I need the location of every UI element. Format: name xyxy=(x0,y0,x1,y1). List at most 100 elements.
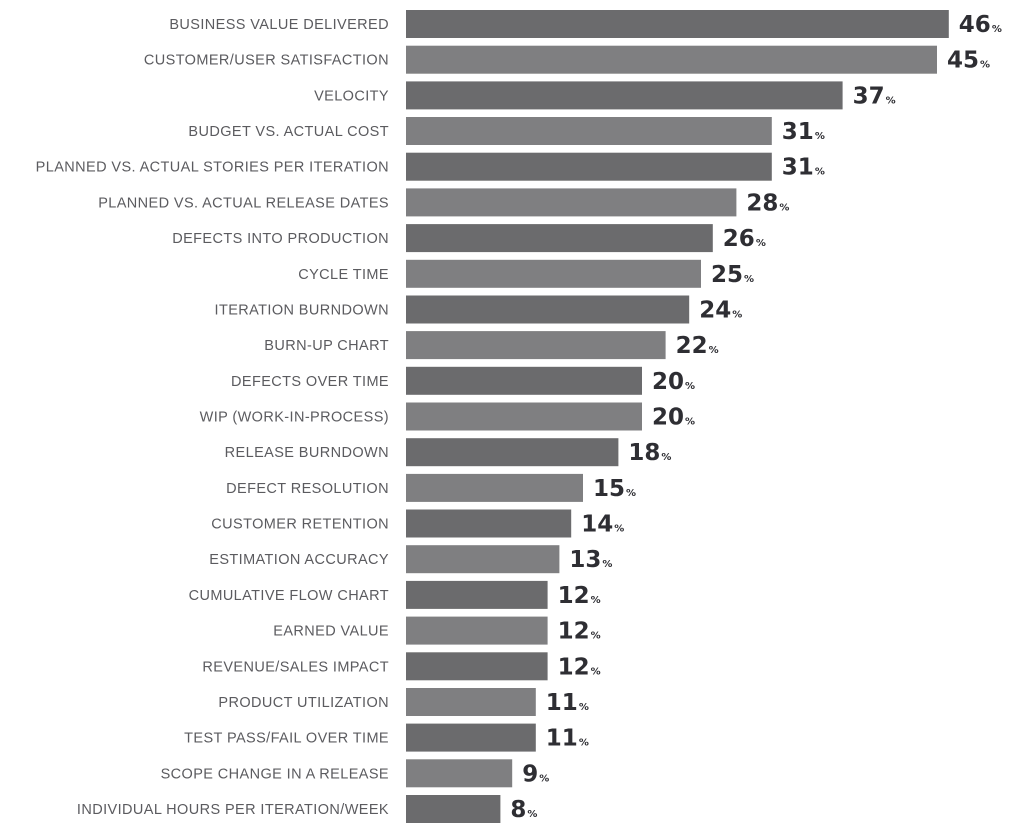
bar xyxy=(406,152,772,181)
category-label: SCOPE CHANGE IN A RELEASE xyxy=(161,766,389,782)
percent-sign: % xyxy=(661,452,671,463)
bar xyxy=(406,366,642,395)
value-number: 20 xyxy=(652,405,684,431)
percent-sign: % xyxy=(591,595,601,606)
percent-sign: % xyxy=(744,274,754,285)
percent-sign: % xyxy=(614,524,624,535)
bar xyxy=(406,688,536,716)
value-label: 11% xyxy=(546,690,589,716)
percent-sign: % xyxy=(527,809,537,820)
bar xyxy=(406,759,513,788)
value-label: 24% xyxy=(699,298,742,324)
value-label: 46% xyxy=(959,12,1002,38)
value-label: 31% xyxy=(782,155,825,181)
value-label: 11% xyxy=(546,726,589,752)
category-label: CUSTOMER RETENTION xyxy=(211,517,389,533)
percent-sign: % xyxy=(579,702,589,713)
bar xyxy=(406,188,737,217)
bar xyxy=(406,45,937,74)
value-label: 31% xyxy=(782,119,825,145)
value-number: 26 xyxy=(723,226,755,252)
percent-sign: % xyxy=(539,773,549,784)
bar xyxy=(406,402,642,431)
value-number: 11 xyxy=(546,726,578,752)
value-label: 12% xyxy=(558,654,601,680)
value-label: 18% xyxy=(628,440,671,466)
category-label: REVENUE/SALES IMPACT xyxy=(202,659,389,675)
bar xyxy=(406,723,536,752)
category-label: PRODUCT UTILIZATION xyxy=(218,695,389,711)
category-label: VELOCITY xyxy=(314,88,389,104)
category-label: INDIVIDUAL HOURS PER ITERATION/WEEK xyxy=(77,802,389,818)
bar xyxy=(406,224,713,253)
value-label: 12% xyxy=(558,619,601,645)
bar xyxy=(406,438,619,467)
value-number: 45 xyxy=(947,48,979,74)
category-label: CYCLE TIME xyxy=(298,267,389,283)
value-number: 24 xyxy=(699,298,731,324)
value-label: 20% xyxy=(652,405,695,431)
value-number: 18 xyxy=(628,440,660,466)
percent-sign: % xyxy=(685,381,695,392)
value-number: 8 xyxy=(510,797,526,823)
value-label: 28% xyxy=(746,190,789,216)
percent-sign: % xyxy=(992,24,1002,35)
category-label: WIP (WORK-IN-PROCESS) xyxy=(200,410,389,426)
percent-sign: % xyxy=(980,60,990,71)
value-number: 31 xyxy=(782,155,814,181)
percent-sign: % xyxy=(602,559,612,570)
percent-sign: % xyxy=(815,131,825,142)
bar xyxy=(406,81,843,110)
percent-sign: % xyxy=(591,631,601,642)
value-label: 8% xyxy=(510,797,537,823)
category-label: CUMULATIVE FLOW CHART xyxy=(189,588,389,604)
category-label: DEFECT RESOLUTION xyxy=(226,481,389,497)
bar xyxy=(406,509,572,538)
bar xyxy=(406,295,690,324)
bar xyxy=(406,616,548,645)
category-label: PLANNED VS. ACTUAL RELEASE DATES xyxy=(98,195,389,211)
category-label: TEST PASS/FAIL OVER TIME xyxy=(184,731,389,747)
bar xyxy=(406,259,701,288)
category-label: BURN-UP CHART xyxy=(264,338,389,354)
bar xyxy=(406,10,949,38)
category-label: EARNED VALUE xyxy=(273,624,389,640)
value-number: 15 xyxy=(593,476,625,502)
value-label: 20% xyxy=(652,369,695,395)
bar xyxy=(406,473,583,502)
value-labels-group: 46%45%37%31%31%28%26%25%24%22%20%20%18%1… xyxy=(510,12,1001,823)
bar xyxy=(406,580,548,609)
category-label: PLANNED VS. ACTUAL STORIES PER ITERATION xyxy=(36,160,389,176)
percent-sign: % xyxy=(779,202,789,213)
percent-sign: % xyxy=(732,310,742,321)
value-label: 26% xyxy=(723,226,766,252)
value-number: 13 xyxy=(569,547,601,573)
value-number: 20 xyxy=(652,369,684,395)
category-label: ESTIMATION ACCURACY xyxy=(209,552,389,568)
percent-sign: % xyxy=(886,95,896,106)
percent-sign: % xyxy=(626,488,636,499)
value-label: 22% xyxy=(676,333,719,359)
value-label: 15% xyxy=(593,476,636,502)
value-label: 25% xyxy=(711,262,754,288)
value-label: 45% xyxy=(947,48,990,74)
value-number: 12 xyxy=(558,654,590,680)
percent-sign: % xyxy=(709,345,719,356)
bar xyxy=(406,545,560,574)
bar xyxy=(406,795,501,823)
percent-sign: % xyxy=(756,238,766,249)
value-label: 14% xyxy=(581,512,624,538)
category-label: DEFECTS INTO PRODUCTION xyxy=(172,231,389,247)
value-number: 12 xyxy=(558,583,590,609)
value-label: 9% xyxy=(522,761,549,787)
bar xyxy=(406,117,772,145)
value-number: 25 xyxy=(711,262,743,288)
value-number: 28 xyxy=(746,190,778,216)
category-label: RELEASE BURNDOWN xyxy=(225,445,389,461)
value-number: 9 xyxy=(522,761,538,787)
category-label: CUSTOMER/USER SATISFACTION xyxy=(144,53,389,69)
value-number: 46 xyxy=(959,12,991,38)
percent-sign: % xyxy=(815,167,825,178)
percent-sign: % xyxy=(591,666,601,677)
